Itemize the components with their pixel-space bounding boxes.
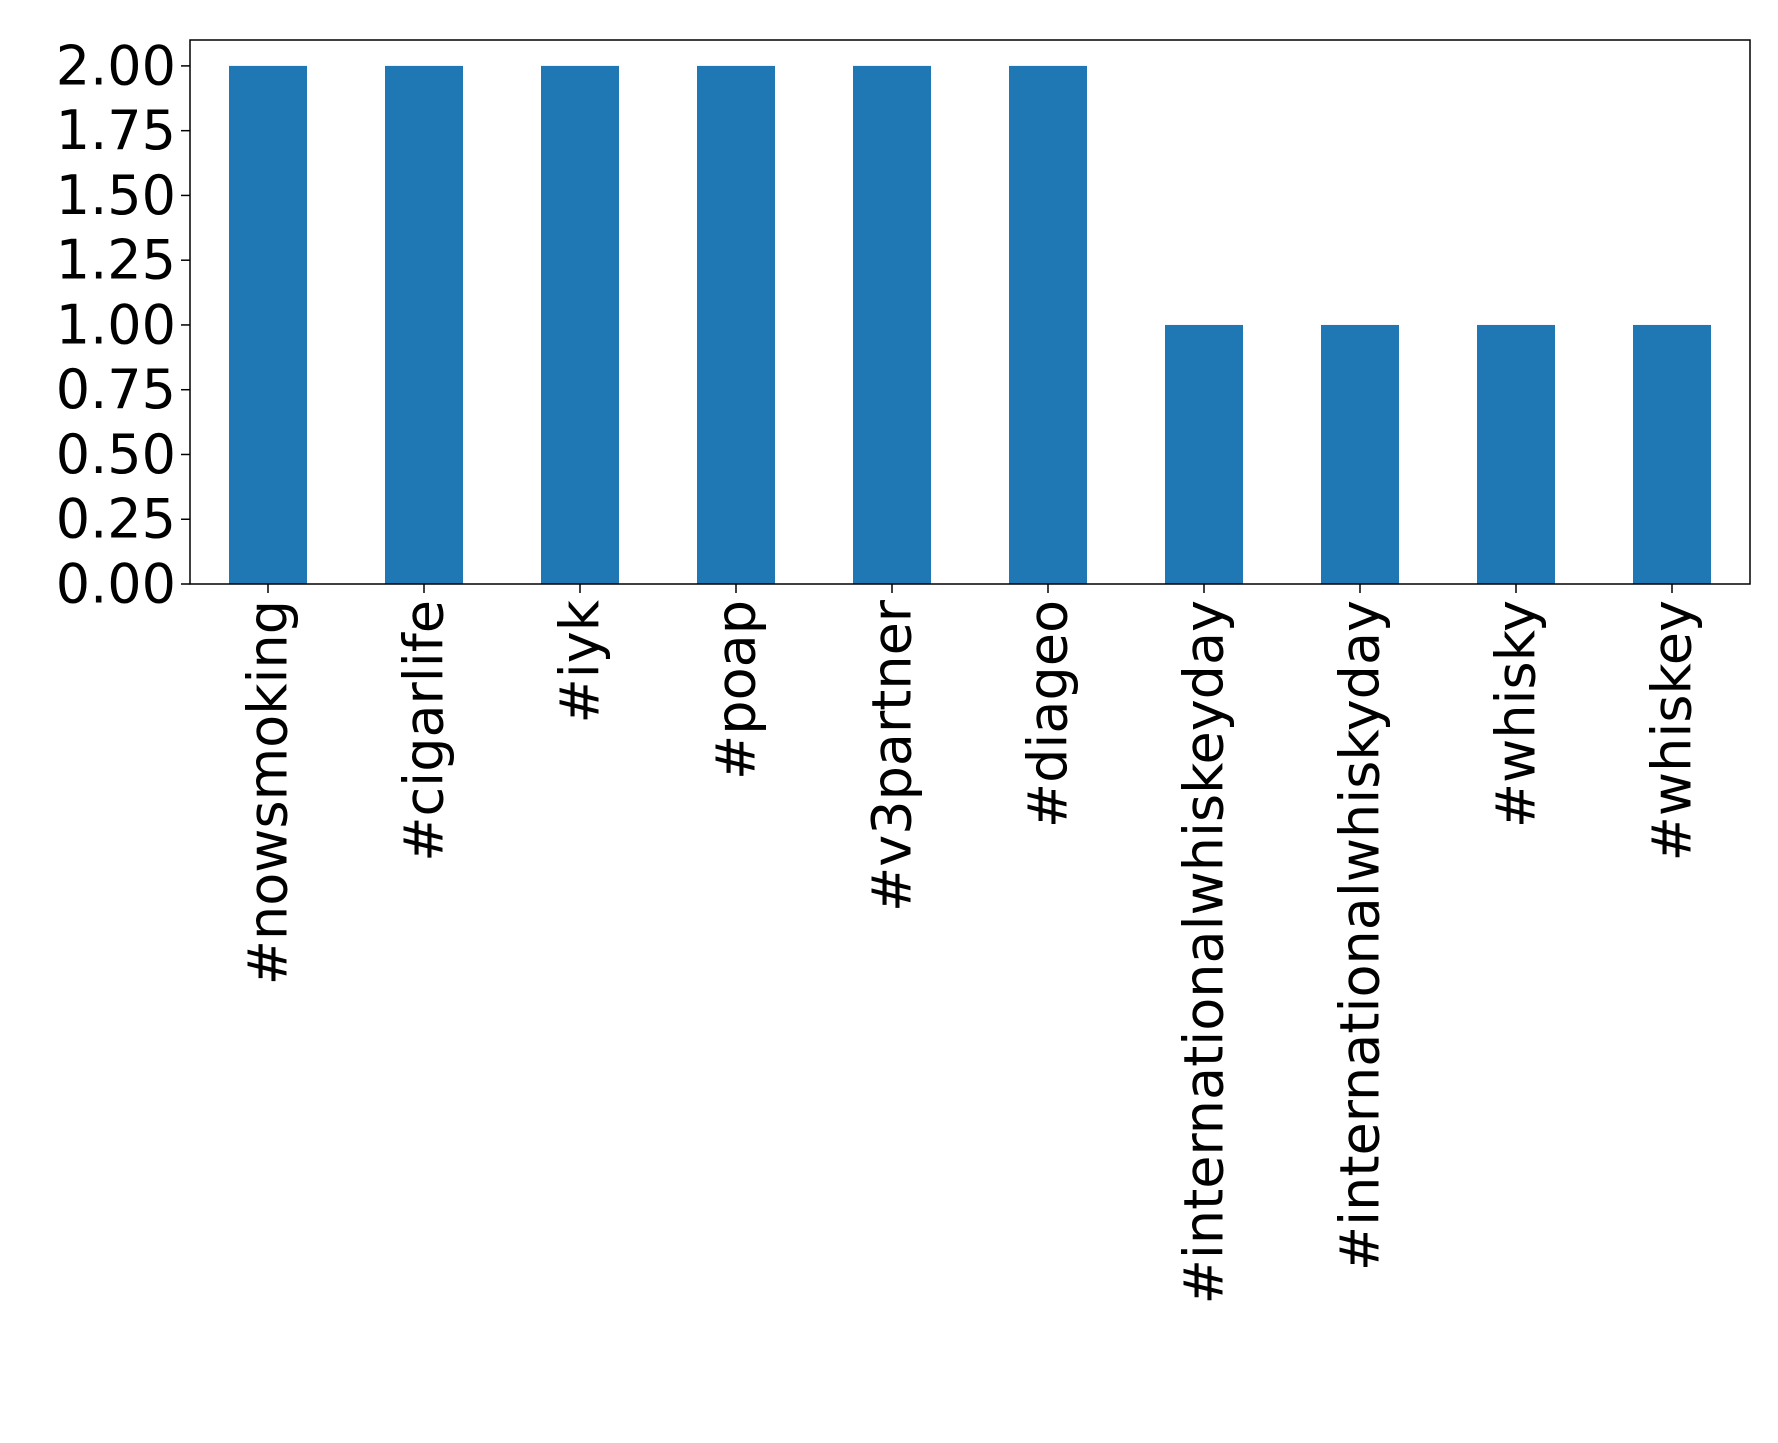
x-axis: #nowsmoking #cigarlife #iyk #poap #v3partner… bbox=[237, 584, 1704, 1304]
y-axis: 0.000.250.500.751.001.251.501.752.00 bbox=[56, 34, 190, 616]
y-tick-label: 2.00 bbox=[56, 34, 176, 97]
plot-frame bbox=[189, 39, 1751, 585]
bar bbox=[541, 65, 619, 584]
y-tick-label: 1.50 bbox=[56, 164, 176, 227]
x-tick-label: #internationalwhiskeyday bbox=[1173, 600, 1236, 1304]
bar bbox=[1477, 324, 1555, 584]
bar bbox=[385, 65, 463, 584]
y-tick-label: 1.25 bbox=[56, 229, 176, 292]
x-tick-label: #nowsmoking bbox=[237, 600, 300, 985]
x-tick-label: #diageo bbox=[1017, 600, 1080, 828]
bar bbox=[697, 65, 775, 584]
y-tick-label: 1.00 bbox=[56, 293, 176, 356]
x-tick-label: #whiskey bbox=[1641, 600, 1704, 861]
x-tick-label: #whisky bbox=[1485, 600, 1548, 828]
bar bbox=[1633, 324, 1711, 584]
bar bbox=[1321, 324, 1399, 584]
x-tick-label: #internationalwhiskyday bbox=[1329, 600, 1392, 1271]
x-tick-label: #poap bbox=[705, 600, 768, 780]
y-tick-label: 0.00 bbox=[56, 553, 176, 616]
y-tick-label: 0.75 bbox=[56, 358, 176, 421]
x-tick-label: #iyk bbox=[549, 599, 612, 723]
x-tick-label: #cigarlife bbox=[393, 600, 456, 862]
y-tick-label: 1.75 bbox=[56, 99, 176, 162]
y-tick-label: 0.50 bbox=[56, 423, 176, 486]
bar bbox=[229, 65, 307, 584]
bar bbox=[1009, 65, 1087, 584]
bars bbox=[229, 65, 1711, 584]
x-tick-label: #v3partner bbox=[861, 599, 924, 912]
bar bbox=[1165, 324, 1243, 584]
bar bbox=[853, 65, 931, 584]
y-tick-label: 0.25 bbox=[56, 488, 176, 551]
